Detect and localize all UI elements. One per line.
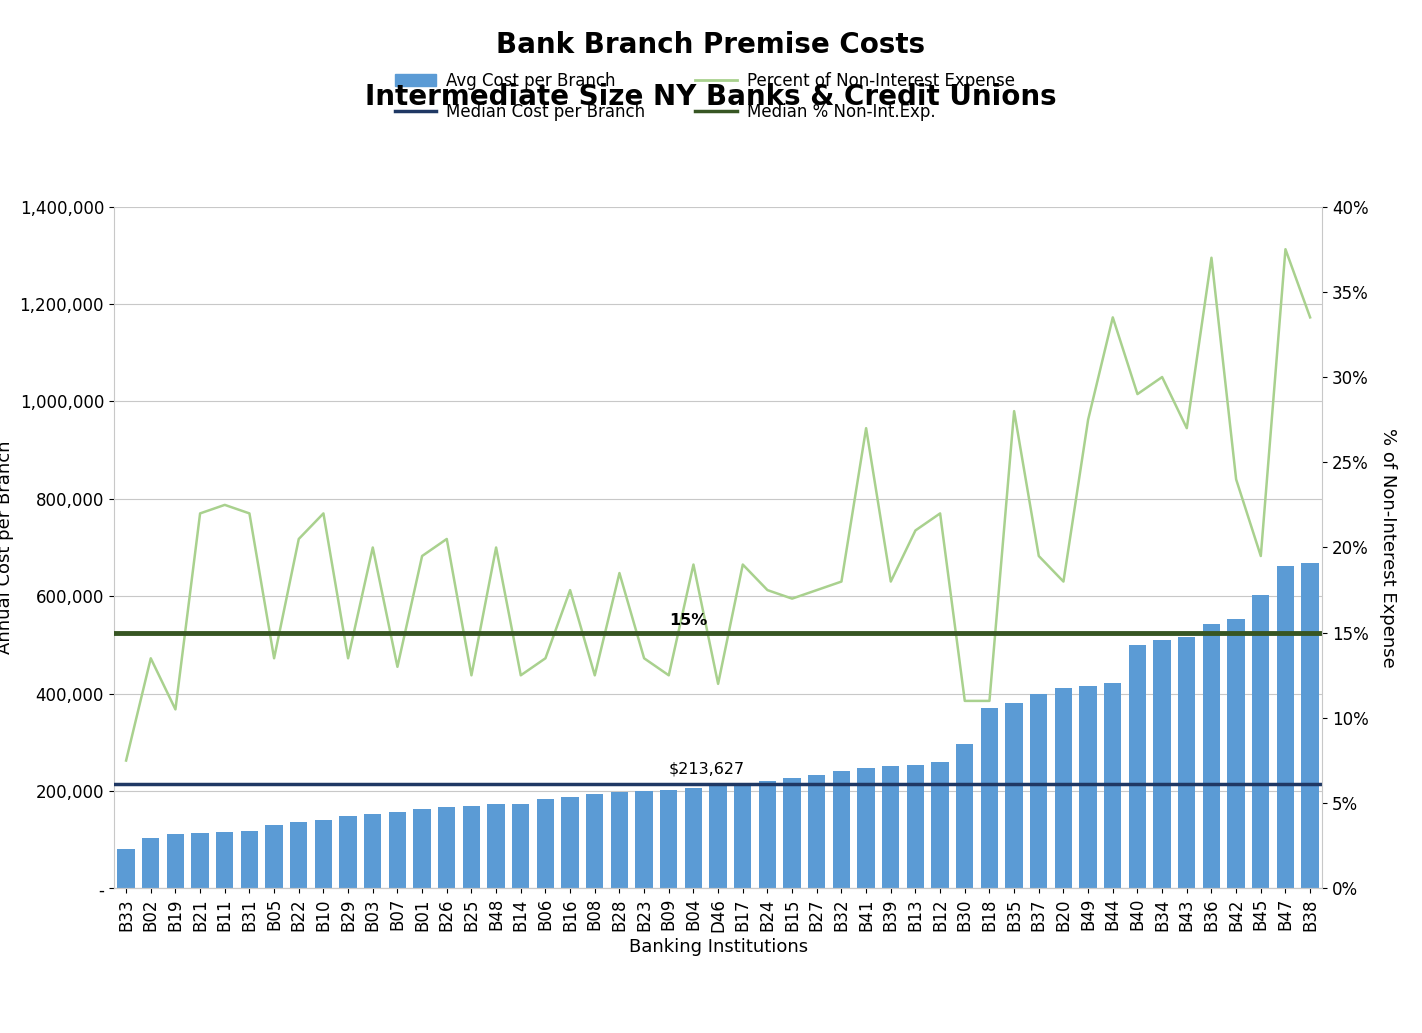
Bar [586, 794, 603, 888]
Bar [931, 761, 948, 888]
Bar [414, 809, 431, 888]
Bar [290, 822, 307, 888]
Bar [1227, 619, 1244, 888]
Bar [488, 804, 505, 888]
Bar [536, 799, 555, 888]
Bar [808, 775, 825, 888]
Bar [240, 832, 257, 888]
Bar [1301, 563, 1318, 888]
Bar [562, 796, 579, 888]
Bar [882, 766, 899, 888]
Bar [611, 792, 629, 888]
Bar [512, 804, 529, 888]
Bar [1153, 640, 1170, 888]
Bar [118, 849, 135, 888]
Bar [1129, 645, 1146, 888]
Bar [314, 820, 333, 888]
Bar [1055, 688, 1072, 888]
Bar [1103, 684, 1122, 888]
Bar [142, 838, 159, 888]
Bar [660, 790, 677, 888]
Bar [636, 791, 653, 888]
Bar [784, 778, 801, 888]
Bar [1277, 566, 1294, 888]
Bar [710, 786, 727, 888]
Bar [1030, 693, 1048, 888]
Bar [364, 814, 381, 888]
Bar [1253, 595, 1270, 888]
Bar [956, 744, 974, 888]
Text: $213,627: $213,627 [668, 761, 745, 777]
Bar [857, 768, 875, 888]
Bar [1179, 637, 1196, 888]
Bar [907, 765, 924, 888]
Text: 15%: 15% [668, 614, 707, 628]
Bar [981, 709, 998, 888]
Bar [1005, 703, 1022, 888]
Bar [266, 824, 283, 888]
Bar [685, 788, 702, 888]
Bar [166, 835, 183, 888]
Bar [734, 784, 751, 888]
Bar [462, 806, 481, 888]
Bar [1079, 686, 1096, 888]
Text: Bank Branch Premise Costs: Bank Branch Premise Costs [496, 31, 926, 59]
Text: Intermediate Size NY Banks & Credit Unions: Intermediate Size NY Banks & Credit Unio… [365, 83, 1057, 111]
Bar [388, 812, 407, 888]
Bar [340, 816, 357, 888]
Y-axis label: Annual Cost per Branch: Annual Cost per Branch [0, 441, 14, 654]
Bar [759, 781, 776, 888]
Bar [1203, 624, 1220, 888]
X-axis label: Banking Institutions: Banking Institutions [629, 938, 808, 956]
Bar [833, 771, 850, 888]
Bar [192, 834, 209, 888]
Y-axis label: % of Non-Interest Expense: % of Non-Interest Expense [1379, 428, 1396, 667]
Legend: Avg Cost per Branch, Median Cost per Branch, Percent of Non-Interest Expense, Me: Avg Cost per Branch, Median Cost per Bra… [388, 65, 1022, 128]
Bar [216, 832, 233, 888]
Bar [438, 807, 455, 888]
